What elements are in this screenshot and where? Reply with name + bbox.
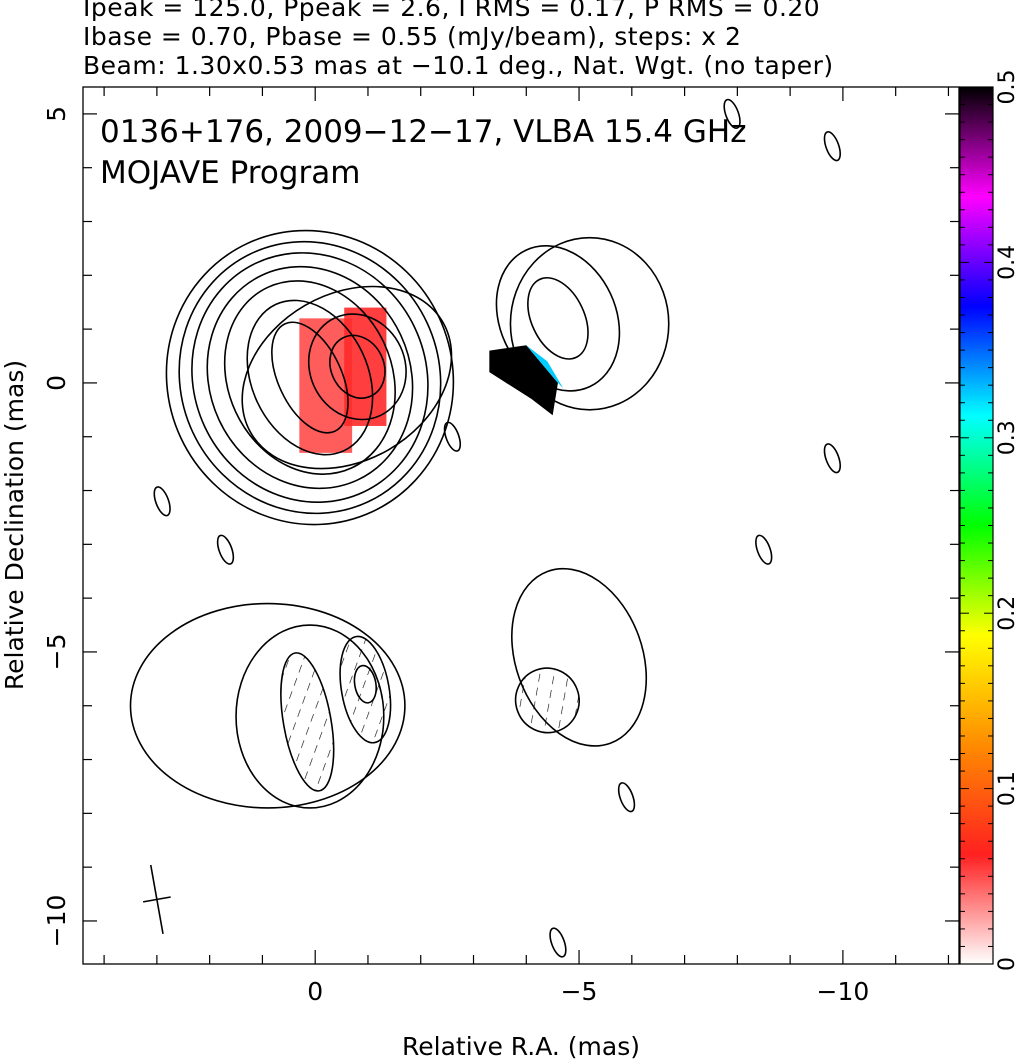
knot-contour <box>307 313 407 421</box>
plot-frame <box>82 86 960 965</box>
p-jet-hatched <box>514 667 580 734</box>
noise-contour <box>755 534 773 565</box>
y-tick-labels: 5 0 −5 −10 <box>42 106 71 947</box>
core-contour <box>178 240 442 515</box>
p-contour-hatched <box>339 635 392 744</box>
core-contour <box>223 280 396 475</box>
y-tick-label: 5 <box>42 106 71 122</box>
polarization-patch-edge <box>526 345 564 389</box>
y-tick-label: −5 <box>42 634 71 671</box>
x-tick-labels: 0 −5 −10 <box>307 977 869 1006</box>
jet-outer-contour <box>509 236 670 411</box>
p-jet-contour <box>511 567 648 747</box>
header-line-3: Beam: 1.30x0.53 mas at −10.1 deg., Nat. … <box>83 51 834 80</box>
outer-contour <box>241 285 453 470</box>
contour-layer <box>129 98 842 958</box>
core-contour <box>191 252 429 503</box>
polarization-patch <box>344 307 387 426</box>
colorbar-tick-label: 0.5 <box>995 70 1020 105</box>
noise-contour <box>549 927 567 958</box>
knot-contour <box>329 334 386 399</box>
noise-contour <box>617 782 636 813</box>
axis-ticks <box>83 87 959 964</box>
polarization-patch <box>299 318 353 453</box>
header-line-2: Ibase = 0.70, Pbase = 0.55 (mJy/beam), s… <box>83 22 742 51</box>
p-contour-envelope <box>129 602 406 809</box>
colorbar-ticks: 0 0.1 0.2 0.3 0.4 0.5 <box>960 70 1020 971</box>
colorbar-tick-label: 0.1 <box>995 771 1020 806</box>
beam-minor-axis <box>142 896 171 903</box>
header-line-1: Ipeak = 125.0, Ppeak = 2.6, I RMS = 0.17… <box>83 0 821 22</box>
x-tick-label: 0 <box>307 977 323 1006</box>
p-contour-hatched <box>280 652 335 792</box>
x-axis-label: Relative R.A. (mas) <box>402 1032 640 1060</box>
y-tick-label: −10 <box>42 895 71 948</box>
x-tick-label: −5 <box>561 977 598 1006</box>
colorbar-tick-label: 0.4 <box>995 245 1020 280</box>
core-contour <box>206 265 414 490</box>
colorbar-tick-label: 0 <box>995 957 1020 971</box>
colorbar-tick-label: 0.2 <box>995 596 1020 631</box>
noise-contour <box>823 443 842 474</box>
jet-contour <box>495 245 621 392</box>
chart-subtitle: MOJAVE Program <box>100 155 360 191</box>
colorbar-tick-label: 0.3 <box>995 420 1020 455</box>
core-contour <box>246 299 374 456</box>
jet-contour <box>527 276 589 360</box>
noise-contour <box>723 98 741 130</box>
noise-contour <box>216 534 235 565</box>
noise-contour <box>443 421 462 452</box>
p-contour-inner <box>353 664 378 704</box>
y-axis-label: Relative Declination (mas) <box>0 360 29 690</box>
chart-title: 0136+176, 2009−12−17, VLBA 15.4 GHz <box>100 114 746 150</box>
y-tick-label: 0 <box>42 375 71 391</box>
x-tick-label: −10 <box>817 977 870 1006</box>
noise-contour <box>153 486 171 517</box>
noise-contour <box>823 131 842 162</box>
core-contour <box>271 321 349 434</box>
polarization-patch-jet <box>489 345 558 416</box>
